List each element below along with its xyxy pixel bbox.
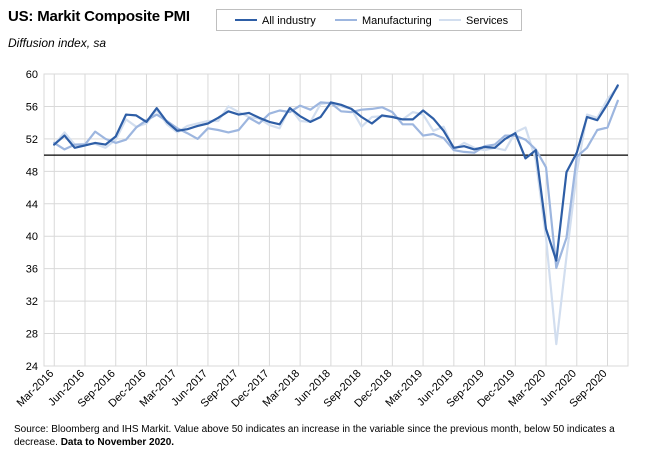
- chart-legend: All industry Manufacturing Services: [216, 9, 522, 31]
- plot-area-border: [43, 73, 629, 367]
- legend-item-services: Services: [439, 14, 508, 28]
- chart-source-note: Source: Bloomberg and IHS Markit. Value …: [14, 423, 634, 449]
- legend-label-services: Services: [466, 15, 509, 27]
- y-tick-label: 32: [26, 296, 38, 308]
- series-line-all-industry: [53, 84, 619, 262]
- y-tick-label: 24: [26, 361, 38, 373]
- series-line-manufacturing: [53, 99, 619, 269]
- legend-swatch-manufacturing: [335, 19, 357, 22]
- y-tick-label: 36: [26, 264, 38, 276]
- y-tick-label: 52: [26, 134, 38, 146]
- y-tick-label: 44: [26, 199, 38, 211]
- chart-subtitle: Diffusion index, sa: [8, 36, 107, 50]
- chart-title: US: Markit Composite PMI: [8, 8, 190, 25]
- y-tick-label: 48: [26, 166, 38, 178]
- source-data-date: Data to November 2020.: [60, 437, 175, 448]
- legend-swatch-services: [439, 19, 461, 22]
- y-tick-label: 28: [26, 329, 38, 341]
- legend-label-manufacturing: Manufacturing: [362, 15, 432, 27]
- legend-item-all-industry: All industry: [235, 14, 316, 28]
- y-tick-label: 56: [26, 101, 38, 113]
- legend-item-manufacturing: Manufacturing: [335, 14, 432, 28]
- y-tick-label: 40: [26, 231, 38, 243]
- source-text: Source: Bloomberg and IHS Markit. Value …: [14, 424, 615, 448]
- legend-swatch-all-industry: [235, 19, 257, 22]
- legend-label-all-industry: All industry: [262, 15, 316, 27]
- pmi-line-chart: 24283236404448525660Mar-2016Jun-2016Sep-…: [15, 69, 629, 410]
- y-tick-label: 60: [26, 69, 38, 81]
